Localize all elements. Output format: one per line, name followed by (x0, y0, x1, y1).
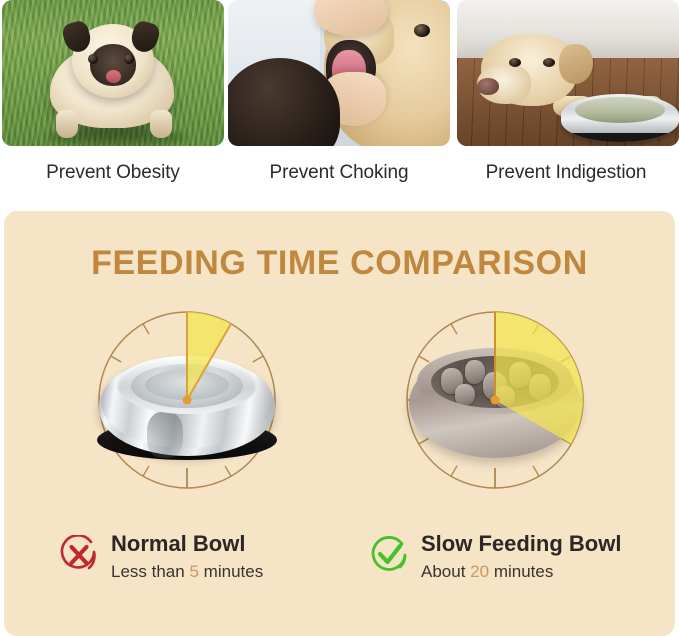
time-prefix-slow: About (421, 562, 466, 581)
time-number-normal: 5 (189, 562, 199, 581)
clock-hand-elapsed (186, 323, 232, 401)
clock-normal-bowl (87, 300, 287, 500)
labrador-ear (559, 44, 593, 84)
benefits-photo-strip: Prevent Obesity Prevent Choking Prevent … (0, 0, 679, 196)
steel-food-bowl (561, 94, 679, 142)
benefit-photo-indigestion (457, 0, 679, 146)
cross-circle-icon (60, 535, 96, 570)
label-normal-bowl: Normal Bowl Less than 5 minutes (59, 529, 359, 593)
label-text-normal: Normal Bowl Less than 5 minutes (111, 529, 263, 585)
pug-tongue (106, 70, 121, 83)
clock-center-pin (182, 395, 192, 405)
human-hand-upper (314, 0, 388, 36)
time-suffix-normal: minutes (203, 562, 264, 581)
panel-title: FEEDING TIME COMPARISON (91, 244, 588, 282)
bowl-highlight (147, 412, 183, 458)
dog-eye (414, 24, 430, 37)
clock-slow-feeding-bowl (395, 300, 595, 500)
clock-center-pin (490, 395, 500, 405)
check-circle-icon (371, 536, 407, 571)
feeding-time-comparison-panel: FEEDING TIME COMPARISON (4, 211, 675, 636)
time-number-slow: 20 (470, 562, 490, 581)
labrador-eye-right (543, 58, 555, 67)
pug-leg-right (150, 110, 172, 138)
benefit-photo-obesity (2, 0, 224, 146)
time-wedge-5-minutes (187, 312, 231, 400)
clock-wedge-slow (490, 312, 583, 444)
pug-eye-left (88, 54, 98, 64)
labrador-eye-left (509, 58, 521, 67)
time-prefix-normal: Less than (111, 562, 185, 581)
label-text-slow: Slow Feeding Bowl About 20 minutes (421, 529, 621, 585)
label-slow-feeding-bowl: Slow Feeding Bowl About 20 minutes (369, 529, 669, 593)
person-head-silhouette (228, 58, 340, 146)
pug-leg-left (56, 110, 78, 138)
maze-nub (465, 360, 485, 384)
benefit-photo-choking (228, 0, 450, 146)
time-wedge-20-minutes (495, 312, 583, 444)
maze-nub (455, 384, 475, 406)
labrador-nose (477, 78, 499, 95)
bowl-time-slow: About 20 minutes (421, 559, 621, 585)
pug-eye-right (124, 54, 134, 64)
bowl-name-normal: Normal Bowl (111, 531, 246, 556)
benefit-caption-obesity: Prevent Obesity (46, 162, 180, 183)
time-suffix-slow: minutes (493, 562, 554, 581)
bowl-name-slow: Slow Feeding Bowl (421, 531, 622, 556)
bowl-time-normal: Less than 5 minutes (111, 559, 263, 585)
benefit-caption-choking: Prevent Choking (269, 162, 409, 183)
clock-wedge-normal (182, 312, 232, 405)
benefit-caption-indigestion: Prevent Indigestion (485, 162, 647, 183)
